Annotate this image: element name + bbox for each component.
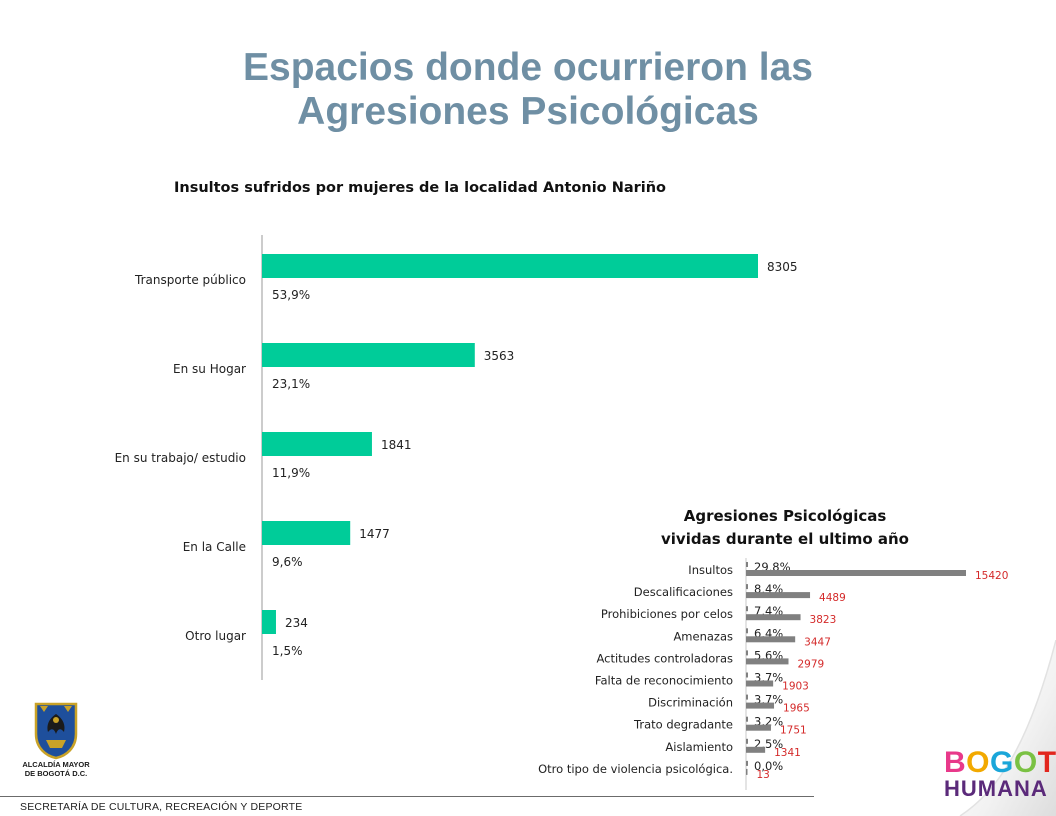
alcaldia-logo [18,700,94,786]
chart2-secondary-bar [746,694,748,700]
chart2-secondary-bar [746,606,748,612]
chart2-value-label: 13 [757,769,770,781]
chart1-percent-label: 23,1% [272,377,310,391]
chart2-secondary-bar [746,738,748,744]
chart2-bar [746,724,771,731]
chart2-title: Agresiones Psicológicas vividas durante … [630,505,940,551]
chart2-secondary-bar [746,628,748,634]
chart2-bar [746,570,966,576]
chart1-percent-label: 11,9% [272,466,310,480]
slide-title-line2: Agresiones Psicológicas [297,90,759,133]
bogota-logo-letter: O [966,746,991,779]
chart2-value-label: 1965 [783,703,810,715]
chart1-value-label: 1841 [381,438,412,452]
chart2-value-label: 1751 [780,725,807,737]
chart2-secondary-bar [746,672,748,678]
chart2-category-label: Falta de reconocimiento [595,674,733,688]
chart2-category-label: Discriminación [648,696,733,710]
chart2-value-label: 1341 [774,747,801,759]
coat-of-arms-icon [34,702,78,760]
chart2-bar [746,614,801,621]
slide-title: Espacios donde ocurrieron las Agresiones… [0,46,1056,134]
chart2-title-line2: vividas durante el ultimo año [661,530,909,548]
chart2-category-label: Insultos [688,563,733,577]
chart1-category-label: Transporte público [134,273,246,287]
chart1-percent-label: 53,9% [272,288,310,302]
chart2-value-label: 1903 [782,681,809,693]
chart2-secondary-bar [746,650,748,656]
chart1-category-label: En la Calle [183,540,246,554]
chart1-bar [262,610,276,634]
chart2-title-line1: Agresiones Psicológicas [683,507,887,525]
chart1-category-label: En su trabajo/ estudio [115,451,246,465]
chart2-value-label: 2979 [798,658,825,670]
bogota-logo-letter: B [944,746,967,779]
bogota-logo-line2: HUMANA [944,776,1048,801]
chart2-secondary-bar [746,562,748,567]
chart2-category-label: Trato degradante [633,718,733,732]
chart2-value-label: 4489 [819,592,846,604]
chart2-bar [746,658,789,665]
chart2-value-label: 15420 [975,570,1008,582]
footer-text: SECRETARÍA DE CULTURA, RECREACIÓN Y DEPO… [20,801,303,813]
chart2-percent-label: 0,0% [754,759,783,773]
chart2-category-label: Actitudes controladoras [596,651,733,665]
bogota-logo-letter: G [990,746,1014,779]
slide-title-line1: Espacios donde ocurrieron las [243,46,813,89]
chart1-value-label: 3563 [484,349,515,363]
chart2-bar [746,592,811,599]
chart2-category-label: Otro tipo de violencia psicológica. [538,762,733,776]
chart1-percent-label: 1,5% [272,644,303,658]
bogota-logo-letter: O [1013,746,1038,779]
chart1-category-label: Otro lugar [185,629,246,643]
chart2-category-label: Prohibiciones por celos [601,607,733,621]
chart2-bar [746,768,748,775]
chart1-bar [262,254,758,278]
chart1-bar [262,521,351,545]
chart2-value-label: 3823 [810,614,837,626]
chart2-bar [746,680,774,687]
chart2-bar [746,636,796,643]
chart1-value-label: 234 [285,616,308,630]
chart1-value-label: 1477 [359,527,390,541]
bogota-logo-letter: T [1037,746,1056,779]
chart1-bar [262,343,475,367]
chart2-secondary-bar [746,760,748,766]
chart1-percent-label: 9,6% [272,555,303,569]
chart2-secondary-bar [746,716,748,722]
chart2-value-label: 3447 [804,636,831,648]
chart2-bar [746,702,775,709]
alcaldia-logo-text: ALCALDÍA MAYOR DE BOGOTÁ D.C. [8,760,104,778]
footer-divider [0,796,814,797]
chart2-secondary-bar [746,584,748,590]
chart2-category-label: Amenazas [673,629,733,643]
alcaldia-line2: DE BOGOTÁ D.C. [24,769,88,778]
page-curl-decoration [959,640,1056,816]
bogota-logo-line1: BOGOTÁ [944,746,1056,779]
chart1-bar [262,432,372,456]
chart2-category-label: Descalificaciones [634,585,733,599]
chart1-value-label: 8305 [767,260,798,274]
chart1-category-label: En su Hogar [173,362,246,376]
chart2-bar [746,746,766,753]
bogota-humana-logo: BOGOTÁ HUMANA [944,746,1056,801]
chart2-category-label: Aislamiento [665,740,733,754]
chart1-title: Insultos sufridos por mujeres de la loca… [173,180,667,196]
alcaldia-line1: ALCALDÍA MAYOR [22,760,90,769]
